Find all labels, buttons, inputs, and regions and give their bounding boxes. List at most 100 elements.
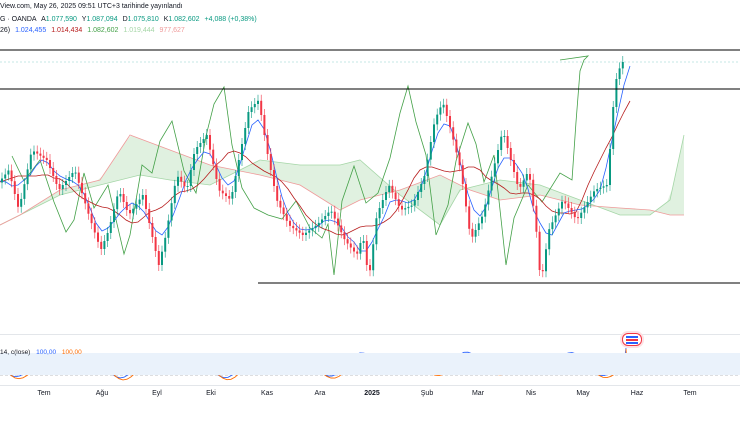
candle-body	[452, 127, 455, 140]
candle-body	[570, 208, 573, 213]
candle-body	[68, 177, 71, 181]
candle-body	[109, 222, 112, 233]
candle-body	[189, 170, 192, 186]
candle-body	[148, 209, 151, 223]
candle-body	[292, 225, 295, 229]
candle-body	[535, 205, 538, 232]
candle-body	[173, 185, 176, 204]
high-label: Y	[81, 16, 87, 23]
candle-body	[273, 170, 275, 186]
candle-body	[215, 164, 218, 179]
time-tick-10: May	[576, 390, 590, 397]
candle-body	[455, 139, 458, 153]
candle-body	[404, 208, 407, 210]
candle-body	[551, 222, 554, 230]
candle-body	[372, 244, 375, 271]
candle-body	[141, 195, 144, 200]
candle-body	[74, 172, 77, 174]
span-a-line	[0, 134, 685, 226]
candle-body	[602, 186, 605, 188]
candle-body	[180, 176, 183, 182]
candle-body	[13, 181, 16, 194]
lagging-span-line	[11, 55, 590, 276]
candle-body	[125, 202, 128, 210]
candle-body	[234, 176, 237, 192]
candle-body	[212, 149, 215, 165]
ohlc-legend[interactable]: G · OANDA A1.077,590 Y1.087,094 D1.075,8…	[0, 15, 260, 24]
candle-body	[151, 223, 154, 237]
candle-body	[522, 180, 525, 187]
time-axis[interactable]	[0, 385, 740, 421]
candle-body	[481, 216, 483, 224]
stoch-band	[0, 353, 740, 375]
pane-divider[interactable]	[0, 334, 740, 335]
candle-body	[266, 135, 269, 154]
candle-body	[241, 144, 243, 160]
stoch-legend[interactable]: 14, c(lose) 100,00 100,00	[0, 349, 82, 356]
candle-body	[439, 107, 442, 115]
candle-body	[93, 223, 96, 233]
time-tick-9: Nis	[525, 390, 537, 397]
candle-body	[244, 128, 247, 144]
candle-body	[167, 220, 170, 238]
candle-body	[410, 205, 413, 207]
candle-body	[449, 116, 451, 128]
candle-body	[321, 219, 323, 223]
candle-body	[132, 208, 135, 214]
candle-body	[538, 231, 541, 270]
candle-body	[77, 172, 80, 183]
candle-body	[599, 187, 602, 189]
stoch-params[interactable]: 14, c(lose)	[0, 349, 31, 356]
candle-body	[484, 204, 487, 217]
candle-body	[282, 207, 285, 215]
candle-body	[573, 212, 576, 218]
candle-body	[49, 160, 51, 168]
candle-body	[477, 223, 480, 230]
candle-body	[183, 181, 186, 187]
candle-body	[237, 160, 240, 176]
candle-body	[413, 200, 416, 206]
indicator-flag-icon[interactable]	[622, 333, 642, 346]
candle-body	[209, 135, 211, 150]
candle-body	[525, 174, 528, 181]
candle-body	[39, 153, 42, 156]
candle-body	[301, 232, 304, 235]
candle-body	[138, 199, 141, 205]
time-tick-7: Şub	[420, 390, 434, 397]
candle-body	[106, 233, 109, 241]
candle-body	[61, 185, 64, 189]
candle-body	[362, 241, 365, 243]
candle-body	[586, 202, 589, 208]
time-tick-5: Ara	[314, 390, 326, 397]
candle-body	[196, 147, 199, 154]
time-tick-0: Tem	[37, 390, 51, 397]
candle-body	[497, 150, 499, 164]
candle-body	[84, 193, 87, 204]
candle-body	[311, 228, 314, 231]
time-tick-8: Mar	[471, 390, 485, 397]
candle-body	[567, 203, 570, 208]
stoch-d-value: 100,00	[61, 349, 82, 356]
candle-body	[388, 185, 391, 192]
candle-body	[186, 186, 189, 187]
candle-body	[87, 203, 90, 214]
candle-body	[343, 232, 346, 240]
candle-body	[577, 217, 579, 219]
publish-info: View.com, May 26, 2025 09:51 UTC+3 tarih…	[0, 2, 186, 11]
candle-body	[417, 192, 419, 200]
candle-body	[276, 186, 279, 201]
candle-body	[487, 190, 490, 205]
candle-body	[554, 215, 557, 223]
candle-body	[10, 170, 13, 182]
candle-body	[349, 243, 352, 248]
candle-body	[269, 154, 272, 170]
ichimoku-params[interactable]: 26)	[0, 27, 11, 34]
candle-body	[369, 265, 371, 271]
candle-body	[346, 239, 349, 244]
symbol-name[interactable]: G · OANDA	[0, 16, 37, 23]
candle-body	[375, 218, 378, 245]
candle-body	[493, 163, 496, 177]
candle-body	[36, 151, 39, 154]
ichimoku-legend[interactable]: 26) 1.024,455 1.014,434 1.082,602 1.019,…	[0, 26, 188, 35]
candle-body	[589, 196, 592, 202]
